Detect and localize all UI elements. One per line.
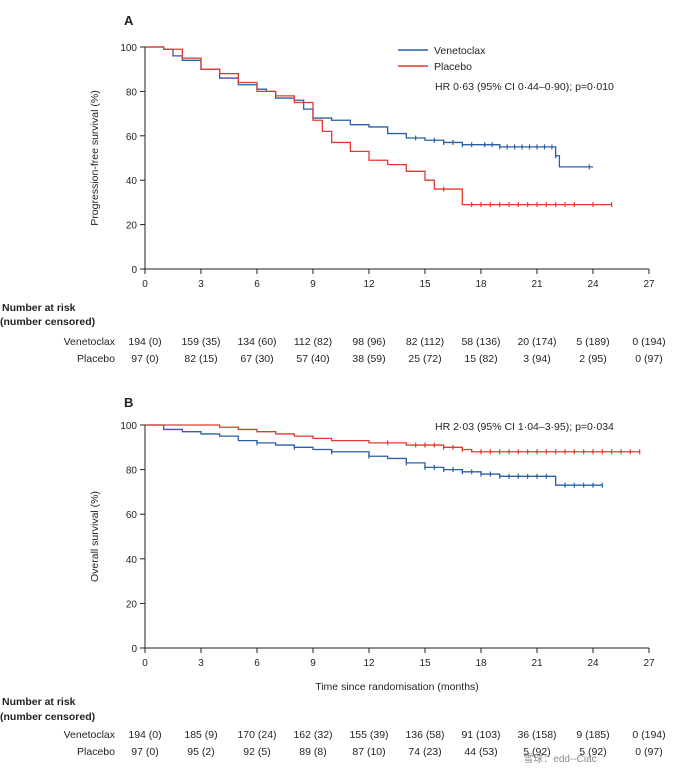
y-tick-label: 100	[120, 421, 137, 432]
risk-row-label: Placebo	[77, 746, 115, 758]
risk-cell: 57 (40)	[296, 353, 329, 365]
risk-cell: 136 (58)	[405, 729, 444, 741]
risk-cell: 97 (0)	[131, 353, 158, 365]
x-tick-label: 3	[198, 658, 204, 669]
risk-cell: 38 (59)	[352, 353, 385, 365]
risk-cell: 3 (94)	[523, 353, 550, 365]
risk-cell: 9 (185)	[576, 729, 609, 741]
x-tick-label: 0	[142, 658, 148, 669]
risk-cell: 89 (8)	[299, 746, 326, 758]
y-tick-label: 40	[126, 176, 138, 187]
x-tick-label: 9	[310, 658, 316, 669]
y-tick-label: 0	[131, 644, 137, 655]
risk-cell: 5 (189)	[576, 336, 609, 348]
risk-cell: 0 (194)	[632, 729, 665, 741]
y-tick-label: 0	[131, 265, 137, 276]
survival-line-venetoclax-B	[145, 424, 603, 486]
legend-label-venetoclax: Venetoclax	[434, 45, 486, 57]
hr-annotation-B: HR 2·03 (95% CI 1·04–3·95); p=0·034	[435, 421, 614, 433]
risk-row-label: Placebo	[77, 353, 115, 365]
y-tick-label: 80	[126, 87, 138, 98]
x-tick-label: 24	[587, 658, 599, 669]
risk-cell: 5 (92)	[579, 746, 606, 758]
survival-line-placebo-B	[145, 424, 640, 453]
x-tick-label: 27	[643, 279, 655, 290]
x-axis-label-B: Time since randomisation (months)	[315, 681, 479, 693]
risk-cell: 159 (35)	[181, 336, 220, 348]
risk-cell: 0 (194)	[632, 336, 665, 348]
y-axis-label-B: Overall survival (%)	[89, 491, 101, 582]
risk-table-heading: Number at risk	[2, 302, 76, 314]
survival-line-venetoclax-A	[145, 46, 593, 168]
x-tick-label: 18	[475, 279, 487, 290]
x-tick-label: 6	[254, 658, 260, 669]
risk-cell: 20 (174)	[517, 336, 556, 348]
x-tick-label: 21	[531, 658, 543, 669]
x-tick-label: 3	[198, 279, 204, 290]
x-tick-label: 24	[587, 279, 599, 290]
x-tick-label: 0	[142, 279, 148, 290]
y-tick-label: 20	[126, 221, 138, 232]
risk-cell: 82 (112)	[406, 336, 444, 348]
risk-cell: 36 (158)	[517, 729, 556, 741]
risk-cell: 155 (39)	[349, 729, 388, 741]
risk-cell: 95 (2)	[187, 746, 214, 758]
y-tick-label: 60	[126, 510, 138, 521]
y-tick-label: 20	[126, 599, 138, 610]
risk-cell: 87 (10)	[352, 746, 385, 758]
x-tick-label: 15	[419, 658, 431, 669]
survival-line-placebo-A	[145, 46, 612, 206]
x-tick-label: 12	[363, 279, 375, 290]
risk-table-subheading: (number censored)	[0, 711, 95, 723]
risk-cell: 134 (60)	[237, 336, 276, 348]
legend-label-placebo: Placebo	[434, 61, 472, 73]
risk-table-heading: Number at risk	[2, 696, 76, 708]
risk-cell: 44 (53)	[464, 746, 497, 758]
hr-annotation-A: HR 0·63 (95% CI 0·44–0·90); p=0·010	[435, 81, 614, 93]
risk-cell: 0 (97)	[635, 746, 662, 758]
risk-cell: 58 (136)	[461, 336, 500, 348]
risk-cell: 91 (103)	[461, 729, 500, 741]
x-tick-label: 27	[643, 658, 655, 669]
risk-row-label: Venetoclax	[64, 336, 116, 348]
risk-cell: 185 (9)	[184, 729, 217, 741]
risk-cell: 82 (15)	[184, 353, 217, 365]
risk-cell: 170 (24)	[237, 729, 276, 741]
x-tick-label: 21	[531, 279, 543, 290]
panel-letter-A: A	[124, 13, 134, 28]
y-tick-label: 60	[126, 132, 138, 143]
risk-cell: 5 (92)	[523, 746, 550, 758]
x-tick-label: 9	[310, 279, 316, 290]
risk-cell: 112 (82)	[294, 336, 332, 348]
risk-cell: 162 (32)	[293, 729, 332, 741]
risk-cell: 0 (97)	[635, 353, 662, 365]
risk-cell: 194 (0)	[128, 729, 161, 741]
risk-cell: 25 (72)	[408, 353, 441, 365]
risk-cell: 98 (96)	[352, 336, 385, 348]
watermark-text: 雪球：edd--Ciac	[523, 752, 596, 765]
x-tick-label: 6	[254, 279, 260, 290]
risk-table-subheading: (number censored)	[0, 316, 95, 328]
risk-row-label: Venetoclax	[64, 729, 116, 741]
y-tick-label: 80	[126, 466, 138, 477]
panel-letter-B: B	[124, 395, 133, 410]
risk-cell: 92 (5)	[243, 746, 270, 758]
risk-cell: 67 (30)	[240, 353, 273, 365]
x-tick-label: 18	[475, 658, 487, 669]
risk-cell: 15 (82)	[464, 353, 497, 365]
x-tick-label: 15	[419, 279, 431, 290]
risk-cell: 97 (0)	[131, 746, 158, 758]
y-axis-label-A: Progression-free survival (%)	[89, 90, 101, 225]
y-tick-label: 100	[120, 43, 137, 54]
risk-cell: 74 (23)	[408, 746, 441, 758]
y-tick-label: 40	[126, 555, 138, 566]
risk-cell: 2 (95)	[579, 353, 606, 365]
x-tick-label: 12	[363, 658, 375, 669]
risk-cell: 194 (0)	[128, 336, 161, 348]
